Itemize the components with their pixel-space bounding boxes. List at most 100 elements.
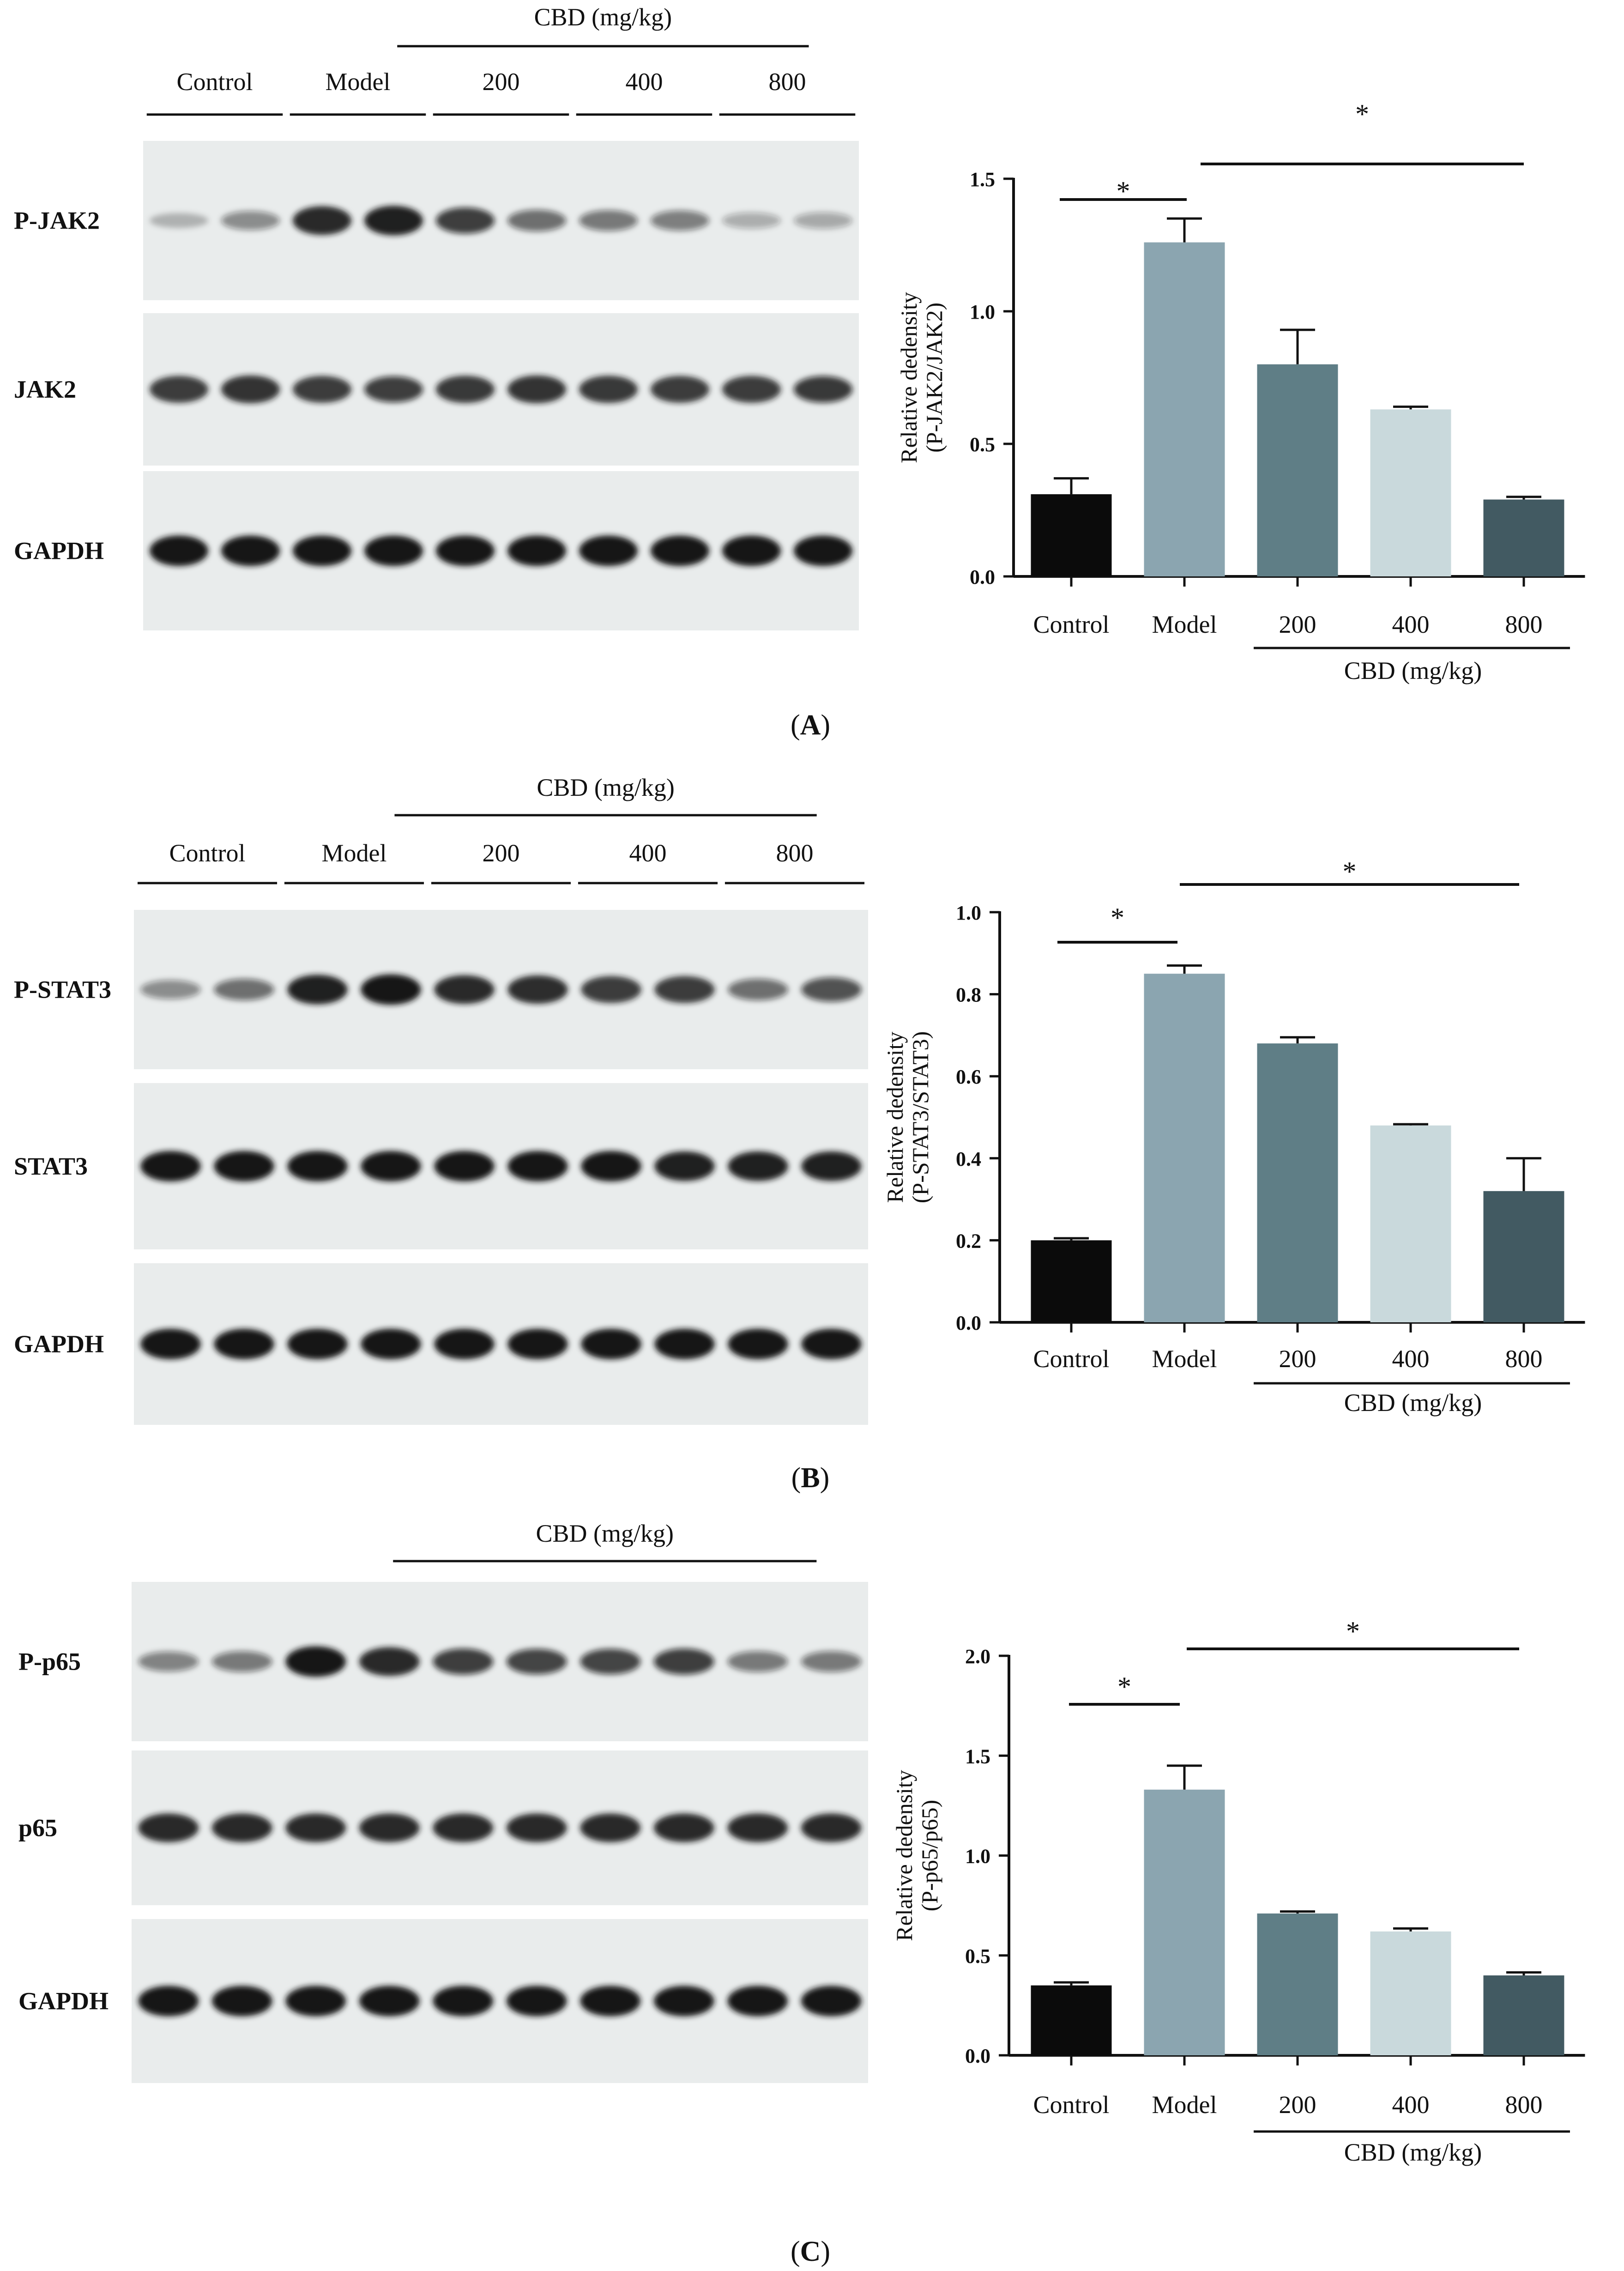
x-tick-label: Control xyxy=(1033,2091,1109,2119)
x-tick-label: 800 xyxy=(1505,1345,1543,1373)
blot-band xyxy=(211,1651,272,1672)
y-axis-label: Relative dedensity xyxy=(882,1032,908,1203)
y-tick-label: 0.2 xyxy=(956,1229,981,1252)
bar-chart-3: 0.0 0.5 1.0 1.5 2.0 Relative dedensity (P-p65/… xyxy=(891,1616,1585,2166)
cbd-group-label: CBD (mg/kg) xyxy=(1344,2138,1482,2166)
x-tick-label: 800 xyxy=(1505,611,1543,638)
x-tick-label: 400 xyxy=(1392,611,1430,638)
blot-band xyxy=(801,1151,862,1181)
blot-group-label: Model xyxy=(322,839,387,867)
y-axis-label-2: (P-STAT3/STAT3) xyxy=(907,1031,933,1204)
x-tick-label: 200 xyxy=(1279,611,1316,638)
blot-row-label: p65 xyxy=(18,1814,57,1842)
blot-band xyxy=(506,1813,567,1842)
blot-band xyxy=(581,976,641,1003)
blot-band xyxy=(140,1151,201,1181)
blot-band xyxy=(722,375,781,403)
y-tick-label: 1.0 xyxy=(956,902,981,924)
blot-band xyxy=(361,1151,421,1181)
y-tick-label: 0.4 xyxy=(956,1148,981,1170)
blot-band xyxy=(433,1813,494,1842)
blot-band xyxy=(285,1646,346,1677)
y-tick-label: 0.5 xyxy=(965,1945,990,1968)
blot-band xyxy=(653,1986,714,2017)
blot-band xyxy=(579,375,638,403)
y-axis-label: Relative dedensity xyxy=(891,1770,917,1941)
blot-band xyxy=(580,1813,641,1842)
blot-band xyxy=(727,1813,788,1842)
blot-group-label: Control xyxy=(176,68,253,96)
blot-band xyxy=(801,1813,862,1842)
blot-band xyxy=(801,1986,862,2017)
blot-band xyxy=(292,535,352,566)
blot-band xyxy=(364,206,423,236)
blot-band xyxy=(801,977,862,1002)
y-axis-label-2: (P-JAK2/JAK2) xyxy=(921,303,947,453)
blot-band xyxy=(728,979,788,1000)
blot-band xyxy=(221,211,280,230)
blot-band xyxy=(654,1151,715,1181)
blot-row-label: P-STAT3 xyxy=(14,976,111,1004)
blot-band xyxy=(138,1986,199,2017)
blot-band xyxy=(361,1329,421,1359)
blot-band xyxy=(359,1813,420,1842)
y-tick-label: 1.5 xyxy=(970,168,995,191)
y-tick-label: 1.0 xyxy=(965,1845,990,1868)
y-tick-label: 0.0 xyxy=(956,1312,981,1334)
bar-chart-1: 0.0 0.5 1.0 1.5 Relative dedensity (P-JAK2/JA… xyxy=(896,99,1585,684)
x-tick-label: 200 xyxy=(1279,2091,1316,2119)
x-tick-label: 200 xyxy=(1279,1345,1316,1373)
blot-band xyxy=(727,1651,788,1672)
blot-row-label: GAPDH xyxy=(14,1330,104,1358)
blot-row-label: P-JAK2 xyxy=(14,207,100,235)
y-tick-label: 0.6 xyxy=(956,1066,981,1088)
blot-group-label: 800 xyxy=(776,839,814,867)
x-tick-label: Model xyxy=(1152,611,1217,638)
blot-band xyxy=(287,1151,348,1181)
blot-band xyxy=(211,1986,272,2017)
blot-band xyxy=(149,213,209,228)
blot-band xyxy=(793,376,853,403)
blot-band xyxy=(722,212,781,229)
blot-band xyxy=(650,210,710,231)
blot-row-label: GAPDH xyxy=(18,1987,109,2015)
blot-row-label: GAPDH xyxy=(14,537,104,565)
y-tick-label: 2.0 xyxy=(965,1645,990,1668)
panel-label: (A) xyxy=(791,709,830,741)
cbd-header: CBD (mg/kg) xyxy=(534,3,672,31)
blot-band xyxy=(140,1329,201,1359)
blot-band xyxy=(507,375,567,404)
bar xyxy=(1370,1125,1451,1322)
blot-band xyxy=(214,1329,274,1359)
blot-band xyxy=(140,980,201,999)
blot-band xyxy=(434,1329,495,1359)
blot-band xyxy=(359,1986,420,2017)
blot-band xyxy=(728,1151,788,1181)
blot-band xyxy=(506,1648,567,1675)
blot-band xyxy=(506,1986,567,2017)
bar xyxy=(1483,1975,1564,2055)
blot-band xyxy=(579,535,638,566)
cbd-group-label: CBD (mg/kg) xyxy=(1344,657,1482,684)
blot-band xyxy=(579,210,638,231)
significance-star: * xyxy=(1111,902,1124,933)
significance-star: * xyxy=(1355,99,1369,129)
bar xyxy=(1370,409,1451,576)
bar xyxy=(1257,364,1338,576)
bar xyxy=(1031,494,1112,576)
y-tick-label: 0.8 xyxy=(956,984,981,1006)
blot-band xyxy=(359,1647,420,1676)
blot-band xyxy=(801,1651,862,1672)
bar xyxy=(1257,1913,1338,2055)
blot-band xyxy=(138,1813,199,1842)
x-tick-label: 400 xyxy=(1392,1345,1430,1373)
blot-band xyxy=(581,1329,641,1359)
blot-band xyxy=(285,1813,346,1842)
blot-panel-1: Control Model 200 400 800 CBD (mg/kg) P-JAK2 JA… xyxy=(14,3,859,630)
blot-group-label: 200 xyxy=(483,839,520,867)
blot-band xyxy=(433,1648,494,1675)
blot-panel-2: Control Model 200 400 800 CBD (mg/kg) P-STAT3 S… xyxy=(14,774,868,1425)
blot-band xyxy=(221,535,280,566)
